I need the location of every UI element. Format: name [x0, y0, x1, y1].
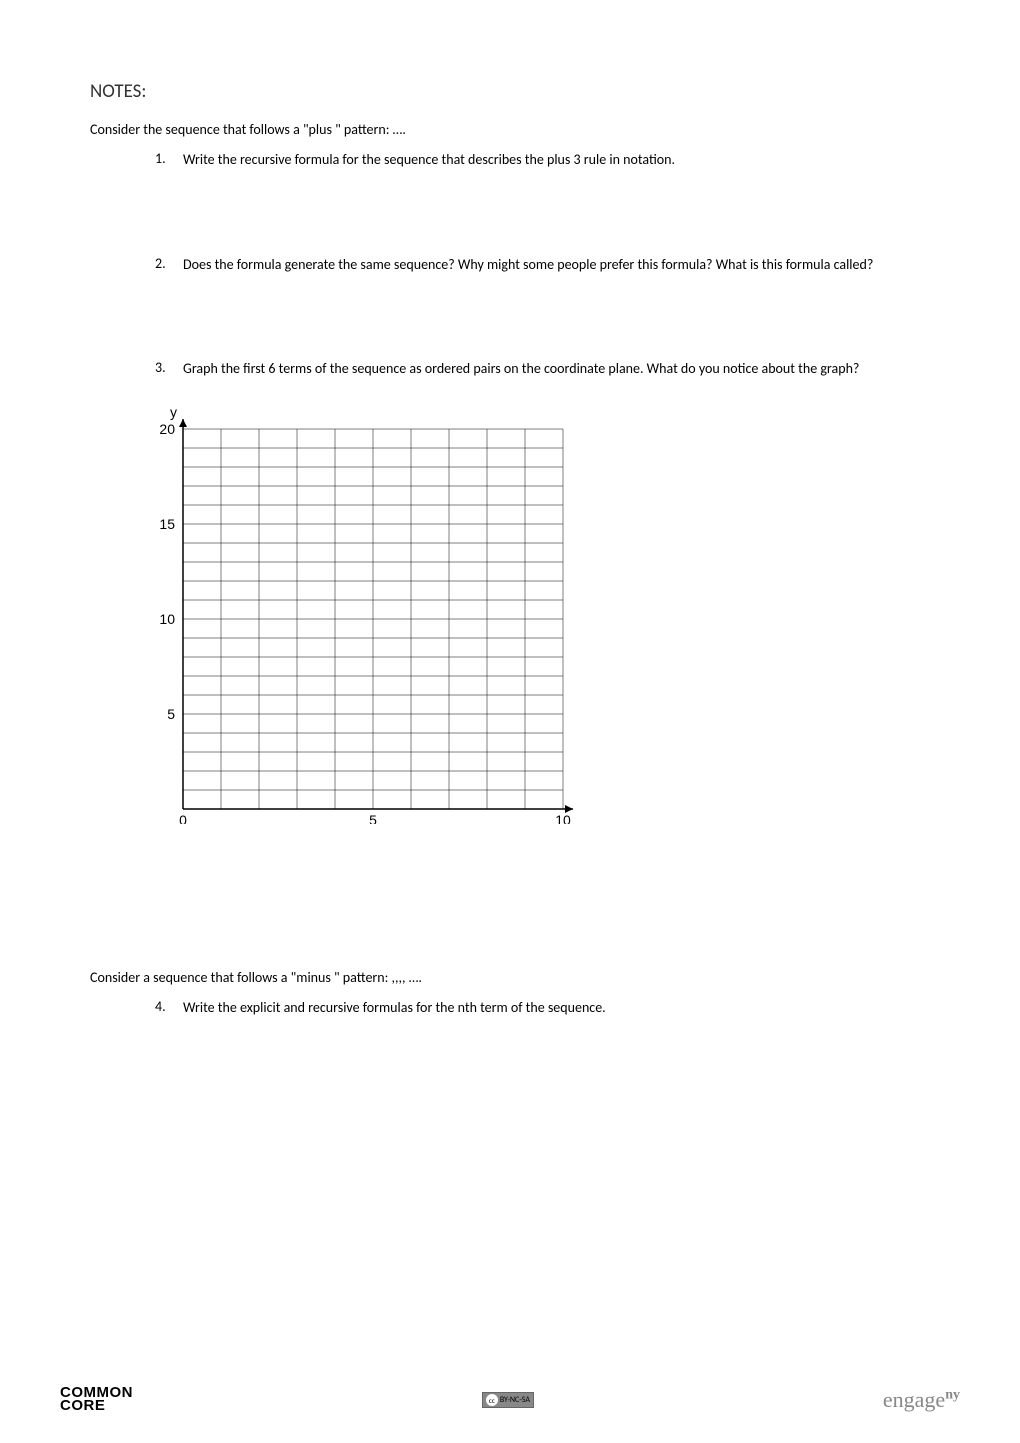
intro-text-1: Consider the sequence that follows a "pl… — [90, 121, 930, 138]
item-text: Write the explicit and recursive formula… — [183, 998, 606, 1018]
item-text: Does the formula generate the same seque… — [183, 255, 873, 275]
common-core-logo: COMMON CORE — [60, 1387, 133, 1413]
svg-text:5: 5 — [167, 706, 175, 722]
coordinate-plane-chart: 05105101520yx — [145, 409, 930, 829]
svg-text:10: 10 — [159, 611, 175, 627]
engage-ny-logo: engageny — [883, 1387, 960, 1413]
list-item-1: 1. Write the recursive formula for the s… — [155, 150, 930, 170]
list-item-3: 3. Graph the first 6 terms of the sequen… — [155, 359, 930, 379]
cc-license-text: BY-NC-SA — [500, 1395, 530, 1405]
item-text: Graph the first 6 terms of the sequence … — [183, 359, 859, 379]
svg-text:10: 10 — [555, 812, 571, 824]
svg-text:20: 20 — [159, 421, 175, 437]
list-item-2: 2. Does the formula generate the same se… — [155, 255, 930, 275]
cc-license: cc BY-NC-SA — [482, 1392, 534, 1408]
item-number: 3. — [155, 359, 183, 379]
list-item-4: 4. Write the explicit and recursive form… — [155, 998, 930, 1018]
svg-text:y: y — [170, 409, 177, 420]
ny-text: ny — [945, 1388, 960, 1403]
cc-icon: cc — [486, 1394, 498, 1406]
intro-text-2: Consider a sequence that follows a "minu… — [90, 969, 930, 986]
item-number: 4. — [155, 998, 183, 1018]
svg-text:0: 0 — [179, 812, 187, 824]
cc-badge: cc BY-NC-SA — [482, 1392, 534, 1408]
logo-line-2: CORE — [60, 1400, 133, 1413]
page-footer: COMMON CORE cc BY-NC-SA engageny — [60, 1387, 960, 1413]
engage-text: engage — [883, 1387, 945, 1412]
item-number: 1. — [155, 150, 183, 170]
chart-svg: 05105101520yx — [145, 409, 575, 824]
notes-title: NOTES: — [90, 80, 930, 103]
svg-text:15: 15 — [159, 516, 175, 532]
item-number: 2. — [155, 255, 183, 275]
svg-text:5: 5 — [369, 812, 377, 824]
item-text: Write the recursive formula for the sequ… — [183, 150, 675, 170]
